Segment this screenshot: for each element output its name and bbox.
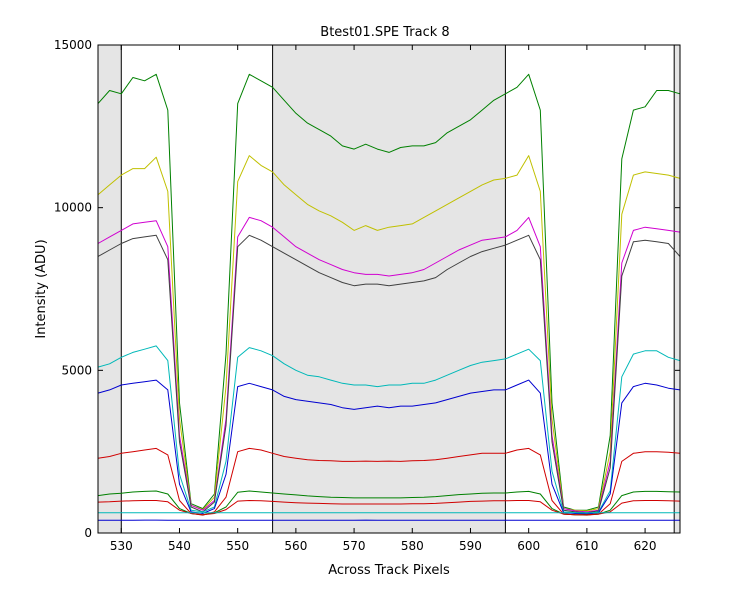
y-tick-label: 15000 xyxy=(54,38,92,52)
x-tick-label: 550 xyxy=(226,539,249,553)
x-tick-label: 560 xyxy=(284,539,307,553)
x-tick-label: 600 xyxy=(517,539,540,553)
chart-title: Btest01.SPE Track 8 xyxy=(320,25,449,40)
shaded-region xyxy=(98,45,121,533)
y-tick-label: 0 xyxy=(84,526,92,540)
shaded-region xyxy=(674,45,680,533)
y-tick-label: 10000 xyxy=(54,201,92,215)
x-tick-label: 620 xyxy=(634,539,657,553)
x-tick-label: 580 xyxy=(401,539,424,553)
y-axis-label: Intensity (ADU) xyxy=(34,239,49,338)
x-axis-label: Across Track Pixels xyxy=(328,563,450,578)
x-tick-label: 590 xyxy=(459,539,482,553)
x-tick-label: 610 xyxy=(575,539,598,553)
y-tick-label: 5000 xyxy=(61,363,92,377)
x-tick-label: 570 xyxy=(343,539,366,553)
x-tick-label: 540 xyxy=(168,539,191,553)
x-tick-label: 530 xyxy=(110,539,133,553)
